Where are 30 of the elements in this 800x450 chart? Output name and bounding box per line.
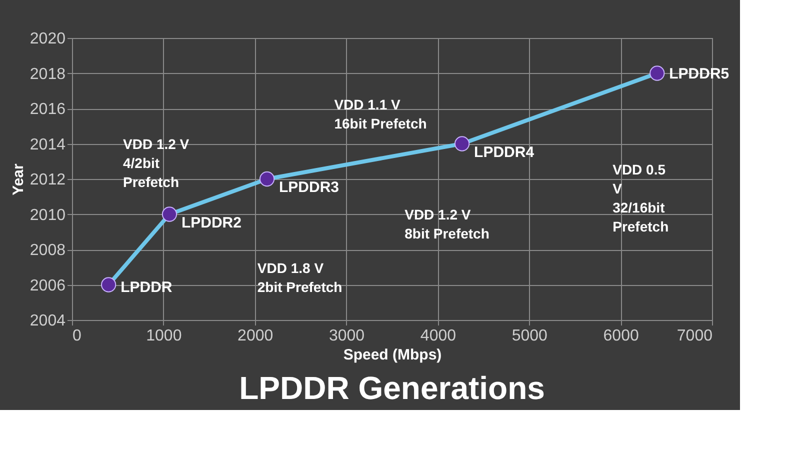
x-tick-label: 5000 — [512, 328, 548, 344]
y-tick-label: 2012 — [30, 172, 66, 188]
annotation: LPDDR4 — [474, 144, 535, 161]
annotation: VDD 0.5 V 32/16bit Prefetch — [612, 162, 669, 235]
annotation: VDD 1.2 V 8bit Prefetch — [404, 206, 490, 242]
x-tick-label: 0 — [72, 328, 82, 344]
y-tick-label: 2016 — [30, 101, 66, 118]
y-tick-label: 2006 — [30, 277, 66, 294]
annotation: VDD 1.2 V 4/2bit Prefetch — [123, 136, 190, 190]
x-tick-label: 2000 — [238, 328, 274, 344]
y-tick-label: 2020 — [30, 30, 66, 48]
x-tick-label: 4000 — [420, 328, 456, 344]
y-tick-label: 2018 — [30, 66, 66, 83]
annotation: LPDDR5 — [669, 65, 730, 82]
annotation: VDD 1.8 V 2bit Prefetch — [257, 260, 342, 296]
x-tick-label: 6000 — [603, 328, 639, 344]
x-tick-label: 1000 — [146, 328, 182, 344]
y-axis-title: Year — [10, 163, 27, 196]
x-tick-label: 7000 — [676, 328, 713, 344]
annotation: LPDDR2 — [181, 214, 242, 232]
text: LPDDR Generations — [239, 370, 545, 406]
x-axis-title: Speed (Mbps) — [343, 346, 442, 364]
annotation: LPDDR — [120, 278, 172, 296]
y-tick-label: 2004 — [30, 312, 66, 330]
annotation: LPDDR3 — [279, 179, 340, 196]
y-tick-label: 2010 — [30, 206, 66, 224]
y-tick-label: 2014 — [30, 136, 66, 154]
x-tick-label: 3000 — [328, 328, 365, 344]
annotation: VDD 1.1 V 16bit Prefetch — [334, 96, 427, 132]
y-tick-label: 2008 — [30, 242, 66, 259]
